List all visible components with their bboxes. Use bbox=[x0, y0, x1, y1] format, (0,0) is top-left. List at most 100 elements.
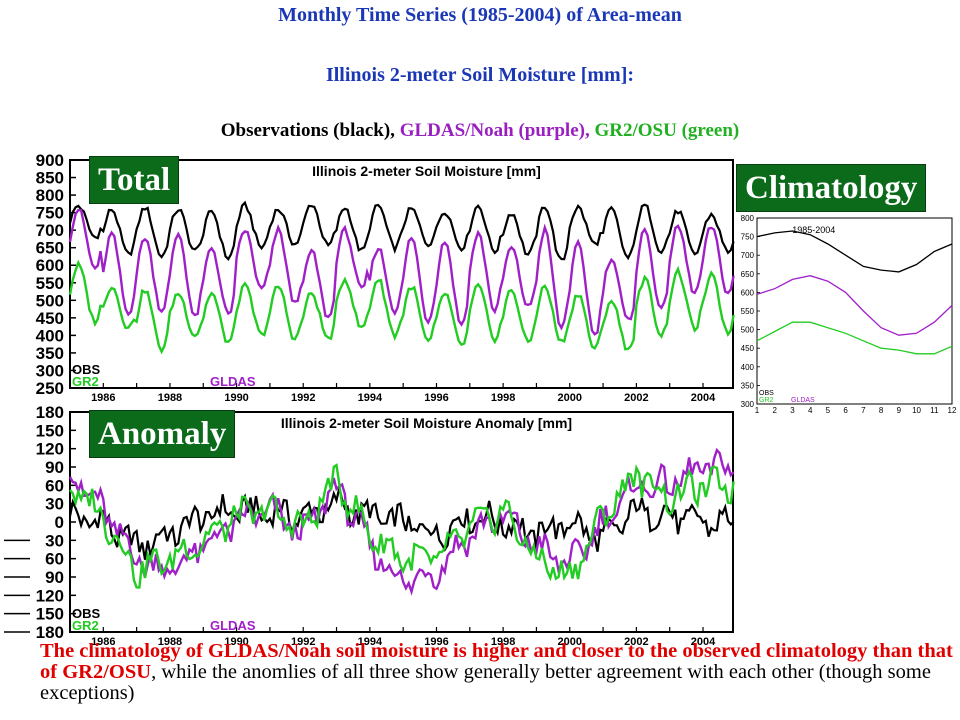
total-ytick-label: 750 bbox=[36, 204, 64, 223]
clim-ytick-label: 750 bbox=[741, 233, 755, 242]
clim-series-gr2 bbox=[756, 321, 953, 355]
anomaly-xtick-label: 1988 bbox=[158, 636, 182, 648]
total-xtick-label: 1996 bbox=[424, 392, 448, 404]
legend-obs-text: Observations (black), bbox=[220, 120, 395, 141]
total-series-gldas bbox=[68, 208, 735, 336]
total-ytick-label: 700 bbox=[36, 221, 64, 240]
legend-gr2-text: GR2/OSU (green) bbox=[594, 120, 740, 141]
anomaly-series-gr2 bbox=[69, 463, 735, 589]
anomaly-ytick-label: 30 bbox=[45, 495, 64, 514]
anomaly-ytick-label: 120 bbox=[36, 440, 64, 459]
anomaly-ytick-label: 150 bbox=[36, 421, 64, 440]
anomaly-ytick-label: 60 bbox=[45, 550, 64, 569]
clim-ytick-label: 500 bbox=[741, 326, 755, 335]
clim-legend-gr2: GR2 bbox=[759, 397, 774, 404]
caption: The climatology of GLDAS/Noah soil moist… bbox=[40, 641, 955, 704]
total-ytick-label: 900 bbox=[36, 151, 64, 170]
total-ytick-label: 450 bbox=[36, 309, 64, 328]
total-ytick-label: 650 bbox=[36, 239, 64, 258]
clim-ytick-label: 350 bbox=[741, 381, 755, 390]
anomaly-xtick-label: 1998 bbox=[491, 636, 515, 648]
clim-plot-frame bbox=[756, 217, 953, 405]
clim-xtick-label: 6 bbox=[843, 406, 848, 415]
anomaly-series-gldas bbox=[68, 447, 735, 596]
total-xtick-label: 2000 bbox=[558, 392, 582, 404]
anomaly-ytick-label: 180 bbox=[36, 403, 64, 422]
total-xtick-label: 1986 bbox=[91, 392, 115, 404]
anomaly-ytick-label: 90 bbox=[45, 568, 64, 587]
clim-series-obs bbox=[756, 230, 953, 273]
clim-xtick-label: 3 bbox=[790, 406, 795, 415]
anomaly-ytick-label: 90 bbox=[45, 458, 64, 477]
anomaly-legend-gr2: GR2 bbox=[72, 618, 99, 633]
total-xtick-label: 2004 bbox=[691, 392, 716, 404]
clim-legend-obs: OBS bbox=[759, 390, 774, 397]
clim-ytick-label: 600 bbox=[741, 288, 755, 297]
anomaly-ytick-label: 0 bbox=[55, 513, 64, 532]
total-ytick-label: 300 bbox=[36, 361, 64, 380]
total-label-badge: Total bbox=[89, 156, 180, 204]
clim-xtick-label: 1 bbox=[755, 406, 760, 415]
anomaly-xtick-label: 2004 bbox=[691, 636, 716, 648]
clim-ytick-label: 700 bbox=[741, 251, 755, 260]
anomaly-xtick-label: 2000 bbox=[558, 636, 582, 648]
clim-ytick-label: 400 bbox=[741, 363, 755, 372]
clim-ytick-label: 800 bbox=[741, 214, 755, 223]
clim-xtick-label: 9 bbox=[897, 406, 902, 415]
anomaly-xtick-label: 1990 bbox=[224, 636, 248, 648]
clim-ytick-label: 300 bbox=[741, 400, 755, 409]
legend-gldas-text: GLDAS/Noah (purple), bbox=[399, 120, 590, 141]
total-legend-gldas: GLDAS bbox=[210, 374, 256, 389]
total-xtick-label: 1998 bbox=[491, 392, 515, 404]
anomaly-legend-obs: OBS bbox=[72, 606, 101, 621]
clim-xtick-label: 10 bbox=[912, 406, 921, 415]
clim-subtitle: 1985-2004 bbox=[792, 225, 835, 235]
total-ytick-label: 800 bbox=[36, 186, 64, 205]
anomaly-series-obs bbox=[68, 487, 735, 560]
anomaly-label-badge: Anomaly bbox=[89, 410, 236, 458]
legend-description: Observations (black), GLDAS/Noah (purple… bbox=[0, 120, 960, 142]
anomaly-ytick-label: 30 bbox=[45, 531, 64, 550]
clim-xtick-label: 5 bbox=[826, 406, 831, 415]
total-plot-frame bbox=[69, 159, 734, 389]
clim-xtick-label: 4 bbox=[808, 406, 813, 415]
total-ytick-label: 550 bbox=[36, 274, 64, 293]
clim-xtick-label: 11 bbox=[930, 406, 939, 415]
caption-highlight: The climatology of GLDAS/Noah soil moist… bbox=[40, 640, 953, 683]
anomaly-ytick-label: 60 bbox=[45, 476, 64, 495]
total-xtick-label: 1994 bbox=[358, 392, 383, 404]
clim-xtick-label: 12 bbox=[948, 406, 957, 415]
total-ytick-label: 850 bbox=[36, 169, 64, 188]
anomaly-xtick-label: 1996 bbox=[424, 636, 448, 648]
anomaly-ytick-label: 150 bbox=[36, 605, 64, 624]
anomaly-xtick-label: 1992 bbox=[291, 636, 315, 648]
total-xtick-label: 1992 bbox=[291, 392, 315, 404]
total-xtick-label: 2002 bbox=[624, 392, 648, 404]
total-series-obs bbox=[68, 200, 735, 262]
clim-xtick-label: 2 bbox=[773, 406, 778, 415]
clim-xtick-label: 7 bbox=[861, 406, 866, 415]
total-ytick-label: 250 bbox=[36, 379, 64, 398]
caption-rest: , while the anomlies of all three show g… bbox=[40, 661, 931, 704]
anomaly-legend-gldas: GLDAS bbox=[210, 618, 256, 633]
clim-legend-gldas: GLDAS bbox=[791, 397, 815, 404]
total-xtick-label: 1988 bbox=[158, 392, 182, 404]
total-ytick-label: 600 bbox=[36, 256, 64, 275]
clim-ytick-label: 450 bbox=[741, 344, 755, 353]
clim-ytick-label: 550 bbox=[741, 307, 755, 316]
page-title-line-1: Monthly Time Series (1985-2004) of Area-… bbox=[278, 4, 682, 26]
clim-xtick-label: 8 bbox=[879, 406, 884, 415]
anomaly-xtick-label: 2002 bbox=[624, 636, 648, 648]
total-ytick-label: 400 bbox=[36, 326, 64, 345]
total-legend-gr2: GR2 bbox=[72, 374, 99, 389]
total-ytick-label: 350 bbox=[36, 344, 64, 363]
anomaly-ytick-label: 180 bbox=[36, 623, 64, 642]
total-chart-title: Illinois 2-meter Soil Moisture [mm] bbox=[312, 163, 541, 179]
page-title-line-2: Illinois 2-meter Soil Moisture [mm]: bbox=[325, 64, 635, 86]
total-legend-obs: OBS bbox=[72, 362, 101, 377]
total-series-gr2 bbox=[68, 259, 735, 355]
clim-ytick-label: 650 bbox=[741, 270, 755, 279]
total-xtick-label: 1990 bbox=[224, 392, 248, 404]
anomaly-xtick-label: 1986 bbox=[91, 636, 115, 648]
